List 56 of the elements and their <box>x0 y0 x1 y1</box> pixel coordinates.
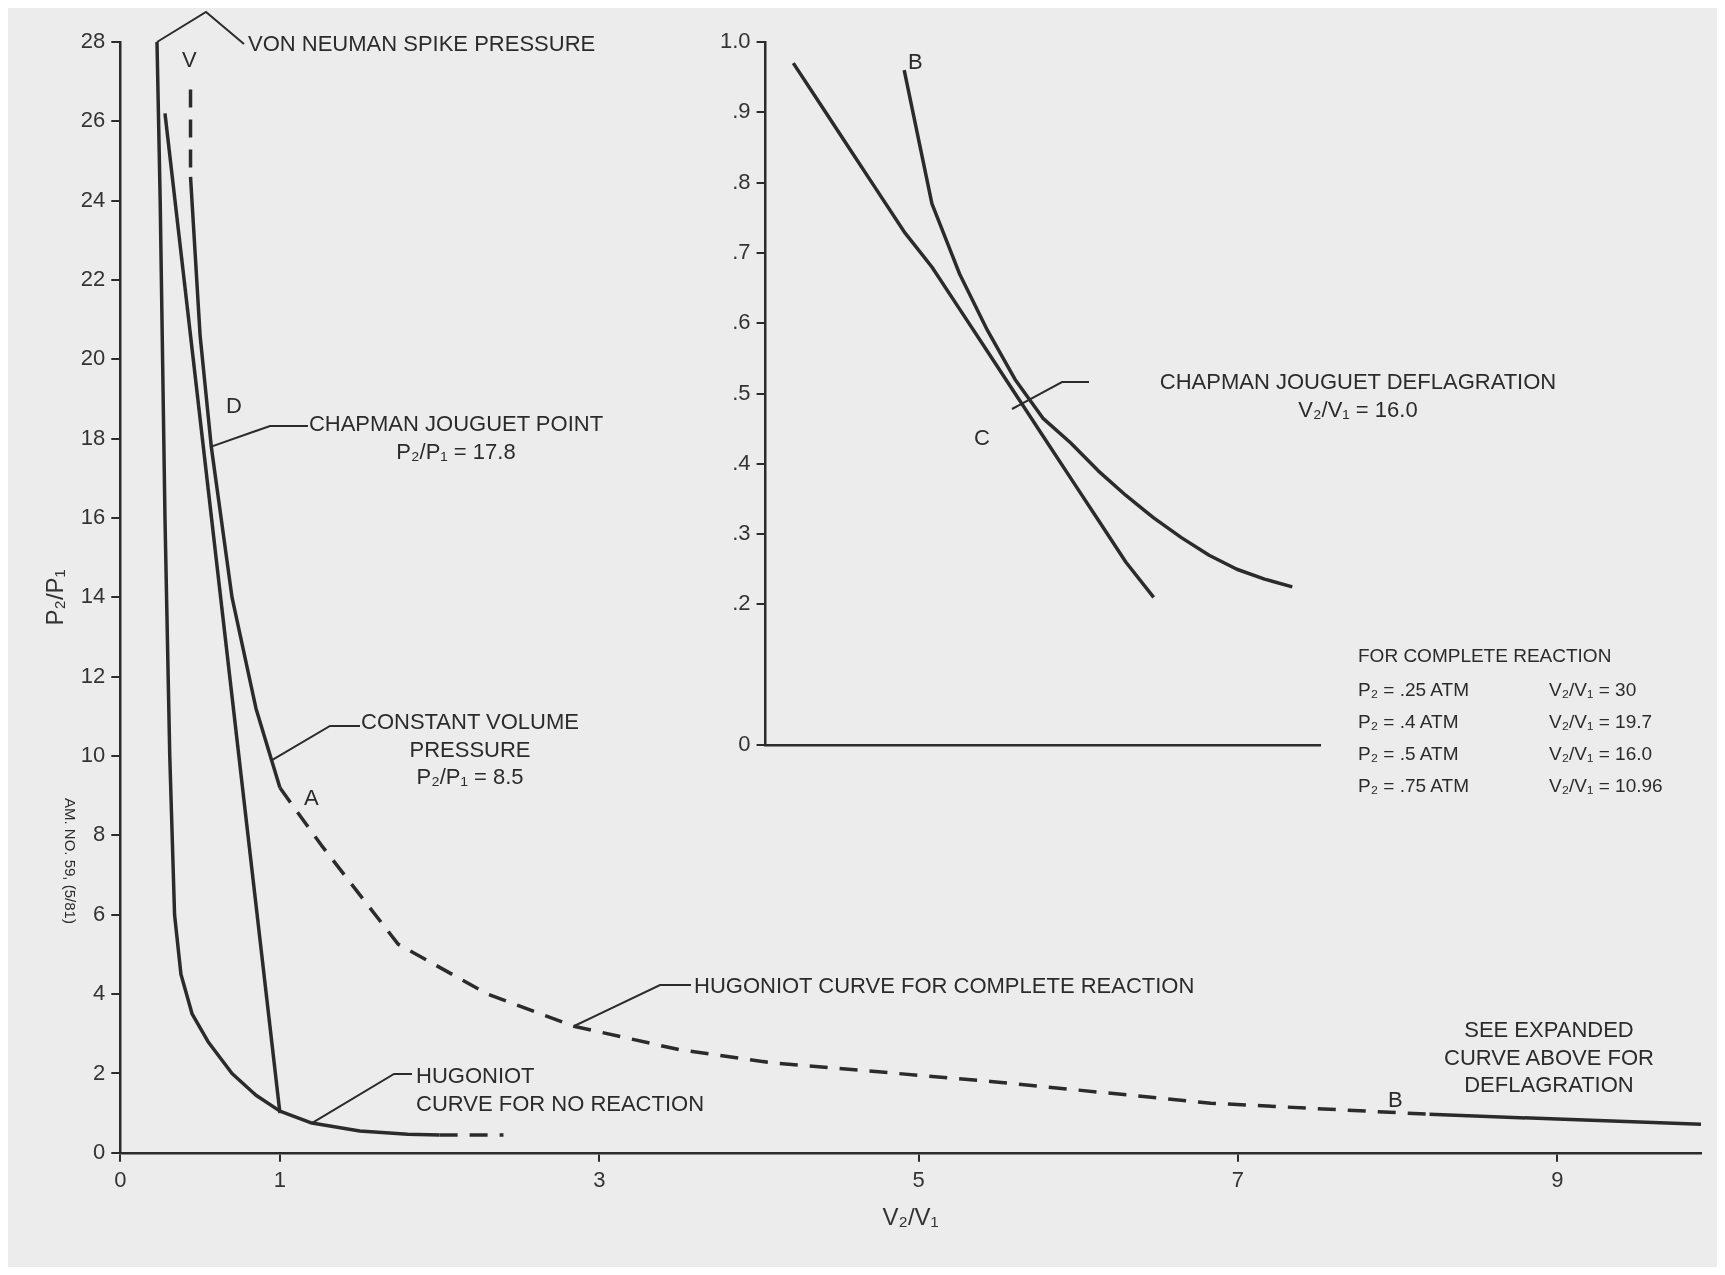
annotation: VON NEUMAN SPIKE PRESSURE <box>248 30 596 58</box>
annotation: FOR COMPLETE REACTION <box>1358 644 1612 668</box>
x-tick-label: 1 <box>273 1167 287 1193</box>
y-tick-label: .8 <box>732 168 751 194</box>
annotation: V₂/V₁ = 10.96 <box>1549 774 1663 798</box>
text: AM. NO. 59, (5/81) <box>60 798 79 924</box>
y-tick-label: 2 <box>93 1059 106 1085</box>
annotation: B <box>908 48 923 76</box>
y-tick-label: 4 <box>93 980 106 1006</box>
x-tick-label: 5 <box>912 1167 925 1193</box>
x-tick-label: 0 <box>114 1167 127 1193</box>
annotation: P₂ = .5 ATM <box>1358 742 1459 766</box>
y-tick-label: 1.0 <box>719 28 751 54</box>
annotation: CHAPMAN JOUGUET DEFLAGRATION V₂/V₁ = 16.0 <box>1159 368 1557 423</box>
annotation: V₂/V₁ = 19.7 <box>1549 710 1653 734</box>
y-tick-label: 24 <box>80 186 106 212</box>
y-tick-label: .2 <box>732 590 751 616</box>
y-tick-label: 18 <box>80 424 106 450</box>
annotation: V₂/V₁ = 16.0 <box>1549 742 1653 766</box>
y-tick-label: 16 <box>80 504 106 530</box>
y-tick-label: 8 <box>93 821 106 847</box>
y-tick-label: 0 <box>738 731 751 757</box>
annotation: HUGONIOT CURVE FOR NO REACTION <box>416 1062 705 1117</box>
y-tick-label: .4 <box>732 449 751 475</box>
annotation: V <box>182 46 197 74</box>
x-tick-label: 7 <box>1231 1167 1245 1193</box>
y-tick-label: 20 <box>80 345 106 371</box>
annotation: V₂/V₁ = 30 <box>1549 678 1637 702</box>
annotation: CHAPMAN JOUGUET POINT P₂/P₁ = 17.8 <box>308 410 604 465</box>
y-tick-label: 14 <box>80 583 106 609</box>
annotation: P₂ = .25 ATM <box>1358 678 1470 702</box>
x-tick-label: 9 <box>1551 1167 1564 1193</box>
y-tick-label: .9 <box>732 98 751 124</box>
y-axis-title: P₂/P₁ <box>41 569 69 626</box>
y-tick-label: 26 <box>80 107 106 133</box>
annotation: A <box>304 784 319 812</box>
annotation: D <box>226 392 242 420</box>
y-tick-label: 10 <box>80 742 106 768</box>
y-tick-label: 6 <box>93 900 106 926</box>
annotation: B <box>1388 1086 1403 1114</box>
annotation: P₂ = .75 ATM <box>1358 774 1470 798</box>
y-tick-label: .5 <box>732 379 751 405</box>
annotation: CONSTANT VOLUME PRESSURE P₂/P₁ = 8.5 <box>361 708 579 791</box>
y-tick-label: 22 <box>80 266 106 292</box>
y-tick-label: 28 <box>80 28 106 54</box>
y-tick-label: 0 <box>93 1138 106 1164</box>
x-tick-label: 3 <box>593 1167 606 1193</box>
y-tick-label: 12 <box>80 662 106 688</box>
annotation: C <box>974 424 990 452</box>
y-tick-label: .7 <box>732 238 751 264</box>
annotation: SEE EXPANDED CURVE ABOVE FOR DEFLAGRATION <box>1444 1016 1654 1099</box>
annotation: HUGONIOT CURVE FOR COMPLETE REACTION <box>694 972 1195 1000</box>
x-axis-title: V₂/V₁ <box>882 1203 939 1231</box>
y-tick-label: .6 <box>732 309 751 335</box>
annotation: P₂ = .4 ATM <box>1358 710 1459 734</box>
y-tick-label: .3 <box>732 520 751 546</box>
